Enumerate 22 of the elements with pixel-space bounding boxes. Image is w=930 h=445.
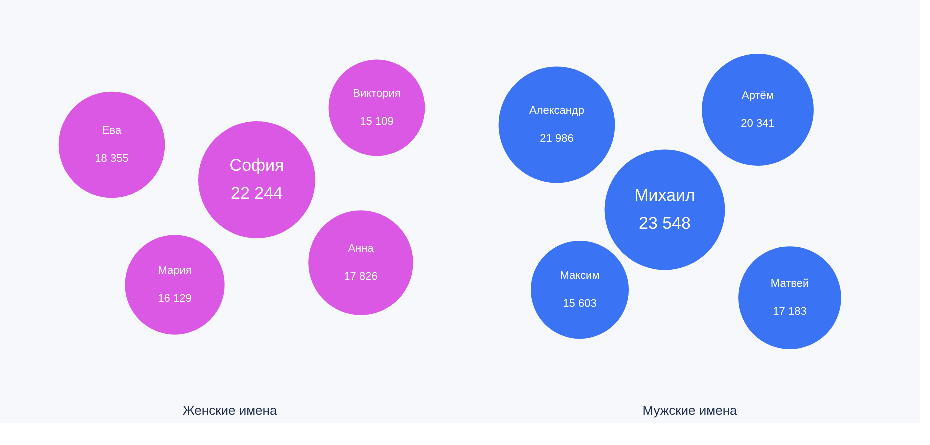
text: Женские имена [182,403,278,418]
data-label: 17 183 [773,306,807,318]
data-label: 16 129 [158,293,192,305]
data-label: 20 341 [741,118,775,130]
text: Мужские имена [642,403,738,418]
data-label: 22 244 [231,184,283,203]
category-label: Ева [102,125,122,137]
category-label: Мария [158,265,192,277]
data-label: 17 826 [344,271,378,283]
category-label: Александр [529,105,585,117]
category-label: Анна [348,243,375,255]
data-label: 23 548 [639,214,691,233]
data-label: 15 603 [563,298,597,310]
data-label: 18 355 [95,153,129,165]
category-label: София [230,156,284,175]
category-label: Михаил [634,186,696,205]
category-label: Артём [742,90,774,102]
data-label: 15 109 [360,116,394,128]
category-label: Виктория [353,88,401,100]
category-label: Максим [560,270,600,282]
data-label: 21 986 [540,133,574,145]
category-label: Матвей [770,278,810,290]
